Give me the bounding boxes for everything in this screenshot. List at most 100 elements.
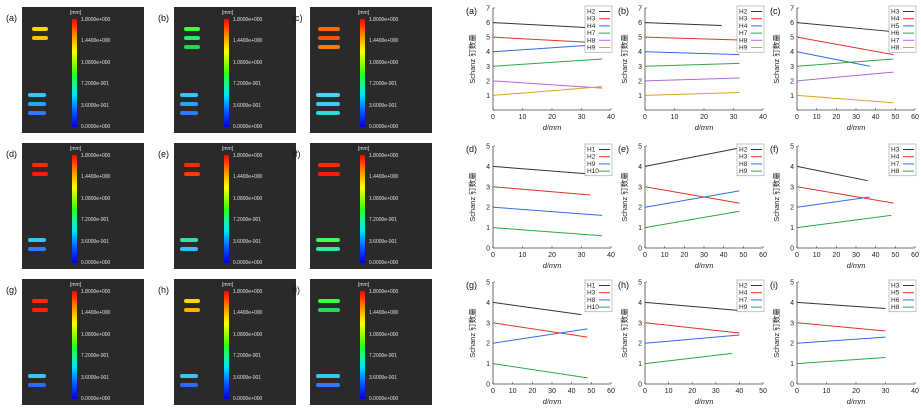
x-tick-label: 40 bbox=[607, 114, 615, 121]
scale-tick-label: 3.6000e-001 bbox=[81, 238, 110, 245]
schanz-pin-upper bbox=[184, 308, 200, 312]
unit-label: [mm] bbox=[222, 146, 234, 152]
panel-label: (e) bbox=[158, 149, 169, 159]
schanz-pin-upper bbox=[318, 299, 340, 303]
legend-label: H9 bbox=[739, 45, 748, 52]
y-tick-label: 5 bbox=[486, 280, 490, 287]
series-line-h3 bbox=[644, 186, 740, 204]
scale-tick-label: 0.0000e+000 bbox=[233, 260, 263, 266]
x-tick-label: 0 bbox=[795, 114, 799, 121]
series-line-h6 bbox=[796, 336, 886, 344]
y-tick-label: 2 bbox=[638, 78, 642, 85]
y-tick-label: 4 bbox=[790, 49, 794, 56]
series-line-h1 bbox=[492, 165, 597, 176]
legend-label: H4 bbox=[739, 23, 748, 30]
schanz-pin-upper bbox=[32, 27, 48, 31]
schanz-pin-upper bbox=[184, 45, 200, 49]
legend-label: H8 bbox=[891, 168, 900, 175]
series-line-h5 bbox=[796, 322, 886, 332]
displacement-contour-panel: [mm] 1.8000e+000 1.4400e+000 1.0800e+000 7.2… bbox=[174, 279, 296, 405]
scale-tick-label: 3.6000e-001 bbox=[369, 374, 398, 381]
y-axis-label: Schanz 钉数量 bbox=[771, 172, 781, 222]
schanz-pin-lower bbox=[316, 102, 340, 106]
x-tick-label: 40 bbox=[911, 388, 919, 395]
legend-label: H10 bbox=[587, 304, 599, 311]
series-line-h7 bbox=[644, 62, 740, 67]
y-tick-label: 5 bbox=[638, 280, 642, 287]
y-tick-label: 7 bbox=[790, 6, 794, 13]
scale-tick-label: 3.6000e-001 bbox=[81, 102, 110, 109]
x-tick-label: 0 bbox=[491, 114, 495, 121]
y-axis-label: Schanz 钉数量 bbox=[467, 34, 477, 84]
x-tick-label: 60 bbox=[607, 388, 615, 395]
x-tick-label: 20 bbox=[548, 252, 556, 259]
scale-tick-label: 1.4400e+000 bbox=[233, 310, 263, 317]
y-tick-label: 1 bbox=[790, 93, 794, 100]
x-axis-label: d/mm bbox=[695, 397, 714, 406]
series-line-h3 bbox=[492, 36, 603, 44]
y-tick-label: 3 bbox=[790, 64, 794, 71]
legend-box bbox=[736, 5, 765, 53]
x-axis-label: d/mm bbox=[543, 123, 562, 132]
x-tick-label: 30 bbox=[578, 252, 586, 259]
y-axis-label: Schanz 钉数量 bbox=[467, 172, 477, 222]
scale-tick-label: 1.0800e+000 bbox=[233, 331, 263, 338]
x-tick-label: 40 bbox=[568, 388, 576, 395]
y-tick-label: 3 bbox=[486, 320, 490, 327]
schanz-pin-lower bbox=[316, 238, 340, 242]
scale-tick-label: 0.0000e+000 bbox=[81, 396, 111, 402]
schanz-pin-lower bbox=[28, 247, 46, 251]
x-tick-label: 10 bbox=[519, 252, 527, 259]
scale-tick-label: 1.0800e+000 bbox=[81, 59, 111, 66]
x-tick-label: 10 bbox=[813, 252, 821, 259]
legend-label: H5 bbox=[891, 290, 900, 297]
x-tick-label: 0 bbox=[643, 114, 647, 121]
scale-tick-label: 0.0000e+000 bbox=[369, 124, 399, 130]
panel-label: (c) bbox=[292, 13, 303, 23]
y-tick-label: 1 bbox=[486, 361, 490, 368]
y-tick-label: 6 bbox=[790, 20, 794, 27]
x-tick-label: 20 bbox=[680, 252, 688, 259]
series-line-h4 bbox=[644, 322, 740, 334]
scale-tick-label: 1.4400e+000 bbox=[81, 38, 111, 45]
series-line-h7 bbox=[796, 71, 894, 82]
legend-label: H1 bbox=[587, 283, 596, 290]
panel-label: (d) bbox=[466, 144, 477, 154]
x-tick-label: 30 bbox=[882, 388, 890, 395]
y-tick-label: 4 bbox=[638, 300, 642, 307]
series-line-h9 bbox=[644, 92, 740, 96]
series-line-h8 bbox=[644, 190, 740, 208]
y-tick-label: 0 bbox=[638, 382, 642, 389]
legend-label: H8 bbox=[739, 37, 748, 44]
legend-label: H2 bbox=[739, 283, 748, 290]
displacement-contour-panel: [mm] 1.8000e+000 1.4400e+000 1.0800e+000 7.2… bbox=[174, 7, 296, 133]
x-tick-label: 30 bbox=[700, 252, 708, 259]
y-tick-label: 2 bbox=[638, 205, 642, 212]
y-tick-label: 5 bbox=[790, 144, 794, 151]
schanz-pin-upper bbox=[318, 45, 340, 49]
x-tick-label: 20 bbox=[548, 114, 556, 121]
scale-tick-label: 1.4400e+000 bbox=[369, 310, 399, 317]
panel-label: (a) bbox=[466, 6, 477, 16]
series-line-h3 bbox=[796, 22, 890, 32]
series-line-h7 bbox=[644, 334, 740, 344]
y-axis-label: Schanz 钉数量 bbox=[467, 308, 477, 358]
x-axis-label: d/mm bbox=[847, 261, 866, 270]
schanz-pin-upper bbox=[184, 299, 200, 303]
schanz-pin-lower bbox=[180, 247, 198, 251]
series-line-h2 bbox=[492, 186, 591, 196]
y-tick-label: 1 bbox=[638, 361, 642, 368]
x-tick-label: 30 bbox=[578, 114, 586, 121]
scale-tick-label: 1.0800e+000 bbox=[233, 195, 263, 202]
y-tick-label: 3 bbox=[638, 64, 642, 71]
scale-tick-label: 1.8000e+000 bbox=[81, 17, 111, 23]
y-tick-label: 4 bbox=[638, 49, 642, 56]
y-tick-label: 1 bbox=[638, 93, 642, 100]
legend-label: H3 bbox=[891, 283, 900, 290]
schanz-pin-lower bbox=[28, 111, 46, 115]
series-line-h9 bbox=[644, 352, 733, 365]
schanz-pin-upper bbox=[184, 172, 200, 176]
series-line-h3 bbox=[796, 301, 886, 310]
scale-tick-label: 3.6000e-001 bbox=[369, 102, 398, 109]
